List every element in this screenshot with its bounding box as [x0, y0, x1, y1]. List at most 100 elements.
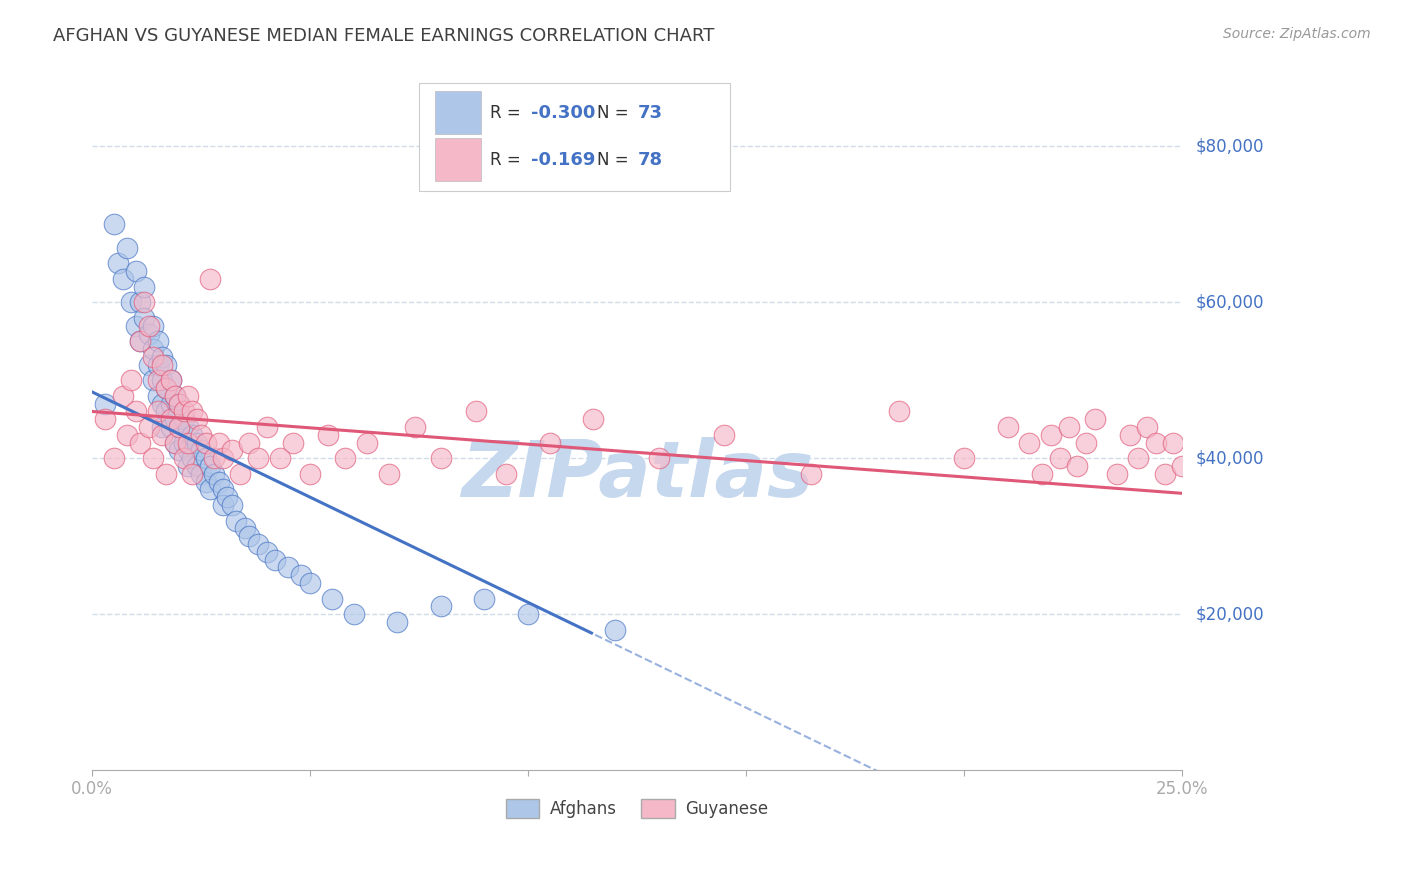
- Point: [186, 458, 208, 473]
- Point: [146, 334, 169, 349]
- Point: [1018, 435, 1040, 450]
- Point: [155, 404, 177, 418]
- Point: [134, 295, 156, 310]
- Point: [181, 467, 204, 481]
- Point: [111, 389, 134, 403]
- Point: [138, 358, 160, 372]
- Point: [173, 435, 195, 450]
- Point: [290, 568, 312, 582]
- Point: [207, 435, 229, 450]
- FancyBboxPatch shape: [419, 83, 730, 191]
- Point: [713, 427, 735, 442]
- Point: [177, 458, 200, 473]
- Point: [953, 451, 976, 466]
- Point: [321, 591, 343, 606]
- Point: [194, 451, 217, 466]
- Point: [221, 443, 243, 458]
- Point: [495, 467, 517, 481]
- Point: [125, 318, 148, 333]
- Point: [146, 373, 169, 387]
- Point: [150, 358, 173, 372]
- Point: [207, 475, 229, 489]
- Point: [1105, 467, 1128, 481]
- Point: [94, 397, 117, 411]
- Point: [155, 381, 177, 395]
- Point: [198, 483, 221, 497]
- Point: [190, 427, 212, 442]
- Point: [186, 412, 208, 426]
- Point: [150, 397, 173, 411]
- Text: N =: N =: [596, 103, 634, 121]
- Point: [343, 607, 366, 621]
- Point: [221, 498, 243, 512]
- Point: [194, 475, 217, 489]
- Text: N =: N =: [596, 151, 634, 169]
- Text: Source: ZipAtlas.com: Source: ZipAtlas.com: [1223, 27, 1371, 41]
- Point: [120, 295, 142, 310]
- Point: [186, 435, 208, 450]
- Point: [150, 350, 173, 364]
- Text: $20,000: $20,000: [1197, 605, 1264, 624]
- Text: R =: R =: [489, 103, 526, 121]
- Point: [277, 560, 299, 574]
- Point: [169, 397, 191, 411]
- Point: [181, 451, 204, 466]
- Text: 73: 73: [638, 103, 664, 121]
- Point: [269, 451, 291, 466]
- FancyBboxPatch shape: [436, 138, 481, 181]
- Text: ZIPatlas: ZIPatlas: [461, 437, 813, 514]
- Point: [387, 615, 409, 629]
- Point: [107, 256, 129, 270]
- Point: [517, 607, 540, 621]
- Point: [173, 451, 195, 466]
- Legend: Afghans, Guyanese: Afghans, Guyanese: [499, 792, 775, 825]
- Point: [146, 404, 169, 418]
- Point: [103, 451, 125, 466]
- Point: [1144, 435, 1167, 450]
- Point: [142, 350, 165, 364]
- Text: $60,000: $60,000: [1197, 293, 1264, 311]
- Point: [194, 435, 217, 450]
- Point: [430, 451, 453, 466]
- Point: [177, 389, 200, 403]
- Point: [146, 358, 169, 372]
- Point: [120, 373, 142, 387]
- Point: [163, 435, 186, 450]
- Point: [159, 373, 181, 387]
- Point: [225, 514, 247, 528]
- Point: [134, 310, 156, 325]
- Point: [1084, 412, 1107, 426]
- Point: [163, 435, 186, 450]
- Point: [299, 576, 322, 591]
- Point: [94, 412, 117, 426]
- Point: [115, 241, 138, 255]
- Point: [129, 435, 152, 450]
- Point: [138, 326, 160, 341]
- Point: [155, 381, 177, 395]
- Point: [246, 537, 269, 551]
- Point: [146, 389, 169, 403]
- Point: [190, 443, 212, 458]
- Point: [430, 599, 453, 614]
- Point: [129, 334, 152, 349]
- Point: [238, 529, 260, 543]
- Point: [800, 467, 823, 481]
- Point: [159, 373, 181, 387]
- Point: [129, 295, 152, 310]
- Point: [125, 264, 148, 278]
- Point: [229, 467, 252, 481]
- Point: [217, 490, 239, 504]
- Point: [1031, 467, 1053, 481]
- Text: -0.169: -0.169: [531, 151, 596, 169]
- Point: [142, 342, 165, 356]
- Point: [115, 427, 138, 442]
- Point: [299, 467, 322, 481]
- Point: [356, 435, 378, 450]
- Point: [181, 404, 204, 418]
- Point: [212, 451, 235, 466]
- Point: [142, 451, 165, 466]
- Text: R =: R =: [489, 151, 531, 169]
- Point: [264, 552, 287, 566]
- Point: [198, 272, 221, 286]
- Point: [169, 420, 191, 434]
